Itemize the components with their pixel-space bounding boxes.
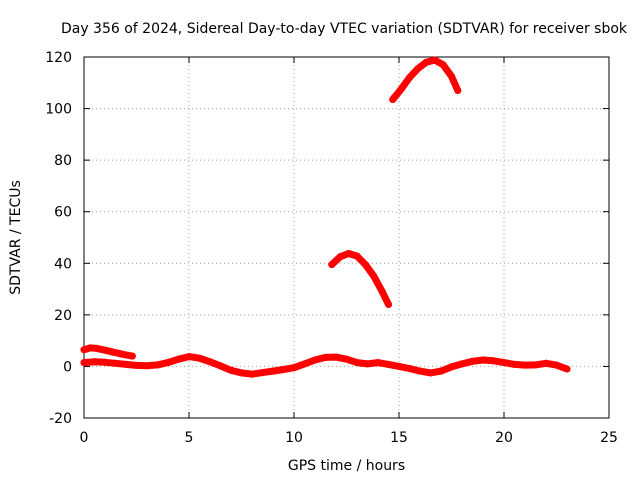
data-point-baseline (259, 369, 266, 377)
data-point-baseline (448, 363, 455, 371)
data-point-baseline (406, 365, 413, 372)
data-point-afternoon-arc (448, 72, 455, 80)
data-point-early-arc (80, 346, 88, 354)
data-point-baseline (301, 360, 308, 368)
data-point-early-arc (109, 348, 117, 356)
y-tick-label: 120 (45, 50, 72, 66)
data-point-afternoon-arc (454, 87, 462, 94)
data-point-baseline (490, 357, 497, 365)
data-point-baseline (374, 359, 382, 367)
data-point-baseline (280, 366, 287, 373)
data-point-midday-arc (353, 252, 361, 260)
data-point-baseline (101, 358, 109, 366)
data-point-baseline (542, 359, 550, 367)
data-point-baseline (532, 361, 539, 369)
x-tick-label: 20 (495, 430, 513, 446)
data-point-baseline (269, 367, 277, 375)
data-point-midday-arc (361, 261, 369, 269)
data-point-baseline (343, 355, 350, 363)
data-series (80, 56, 571, 378)
data-point-baseline (458, 360, 466, 368)
data-point-baseline (217, 362, 224, 370)
y-tick-label: 0 (63, 359, 72, 375)
data-point-early-arc (118, 350, 126, 358)
y-tick-label: 100 (45, 102, 72, 118)
data-point-baseline (469, 357, 476, 365)
data-point-baseline (553, 361, 560, 369)
data-point-midday-arc (378, 288, 386, 296)
data-point-afternoon-arc (389, 96, 397, 103)
data-point-afternoon-arc (406, 74, 413, 82)
x-tick-label: 0 (80, 430, 89, 446)
data-point-baseline (80, 359, 88, 367)
x-axis-title: GPS time / hours (288, 458, 405, 474)
data-point-baseline (479, 356, 487, 364)
data-point-baseline (154, 361, 161, 369)
data-point-baseline (322, 353, 329, 361)
data-point-baseline (511, 360, 518, 368)
data-point-baseline (427, 369, 434, 377)
data-point-baseline (248, 370, 256, 378)
data-point-baseline (164, 359, 172, 367)
data-point-early-arc (86, 344, 94, 352)
data-point-early-arc (128, 352, 136, 360)
data-point-baseline (91, 358, 98, 366)
axis-ticks: 0 5 10 15 20 25 -20 0 20 40 60 80 100 120 (45, 50, 618, 446)
data-point-baseline (143, 362, 151, 370)
data-point-midday-arc (385, 301, 392, 308)
data-point-baseline (311, 356, 319, 364)
data-point-baseline (364, 360, 371, 368)
data-point-baseline (332, 353, 340, 361)
y-tick-label: -20 (49, 411, 72, 427)
data-point-baseline (175, 355, 182, 363)
data-point-baseline (563, 365, 571, 373)
y-tick-label: 40 (54, 256, 72, 272)
data-point-baseline (122, 360, 130, 368)
data-point-midday-arc (345, 250, 353, 257)
data-point-afternoon-arc (431, 56, 439, 64)
data-point-baseline (353, 359, 361, 367)
data-point-baseline (290, 364, 298, 372)
data-point-baseline (395, 362, 403, 370)
data-point-afternoon-arc (439, 61, 447, 69)
data-point-baseline (206, 358, 214, 366)
data-point-afternoon-arc (422, 58, 430, 66)
y-axis-title: SDTVAR / TECUs (8, 180, 24, 295)
data-point-baseline (227, 366, 235, 374)
data-point-baseline (437, 367, 445, 375)
data-point-early-arc (101, 346, 109, 354)
data-point-midday-arc (370, 272, 378, 280)
data-point-baseline (385, 360, 392, 368)
data-point-afternoon-arc (397, 85, 405, 93)
data-point-baseline (133, 361, 140, 369)
data-point-baseline (500, 359, 508, 367)
x-tick-label: 5 (185, 430, 194, 446)
plot-area-border (83, 56, 610, 419)
data-point-midday-arc (328, 261, 336, 269)
x-tick-label: 25 (600, 430, 618, 446)
data-point-baseline (196, 354, 203, 362)
data-point-baseline (112, 359, 119, 367)
y-tick-label: 80 (54, 153, 72, 169)
y-tick-label: 20 (54, 308, 72, 324)
x-tick-label: 15 (390, 430, 408, 446)
data-point-baseline (238, 369, 245, 377)
y-tick-label: 60 (54, 205, 72, 221)
data-point-midday-arc (336, 253, 344, 261)
x-tick-label: 10 (285, 430, 303, 446)
data-point-early-arc (93, 344, 101, 352)
data-point-baseline (185, 353, 193, 361)
data-point-afternoon-arc (414, 65, 422, 73)
chart-title: Day 356 of 2024, Sidereal Day-to-day VTE… (61, 21, 628, 37)
data-point-baseline (521, 361, 529, 369)
data-point-baseline (416, 367, 424, 375)
